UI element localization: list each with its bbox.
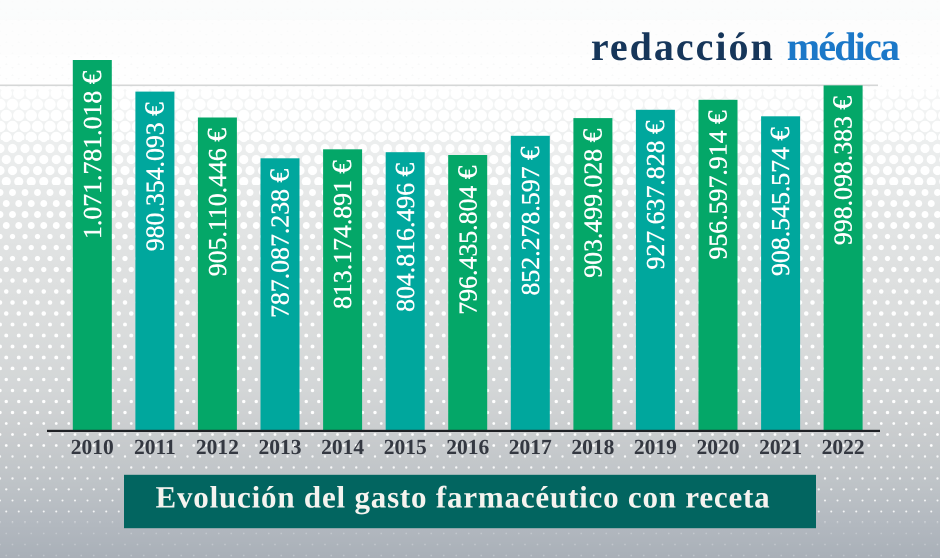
svg-text:Evolución del gasto farmacéuti: Evolución del gasto farmacéutico con rec… [156,480,771,515]
svg-text:998.098.383 €: 998.098.383 € [827,96,858,245]
svg-text:2011: 2011 [134,435,176,459]
svg-text:796.435.804 €: 796.435.804 € [451,165,482,314]
svg-text:redacción médica: redacción médica [591,24,900,69]
svg-text:2021: 2021 [759,435,802,459]
svg-text:908.545.574 €: 908.545.574 € [764,127,795,276]
svg-text:2022: 2022 [822,435,865,459]
svg-text:2019: 2019 [634,435,677,459]
svg-text:787.087.238 €: 787.087.238 € [264,169,295,318]
svg-text:2015: 2015 [384,435,427,459]
svg-text:2018: 2018 [571,435,614,459]
svg-text:927.637.828 €: 927.637.828 € [639,120,670,269]
svg-text:2017: 2017 [509,435,552,459]
svg-text:2012: 2012 [196,435,239,459]
svg-text:2013: 2013 [259,435,302,459]
svg-text:2014: 2014 [321,435,364,459]
svg-text:852.278.597 €: 852.278.597 € [514,146,545,295]
svg-text:804.816.496 €: 804.816.496 € [389,162,420,311]
svg-text:2020: 2020 [697,435,740,459]
svg-text:905.110.446 €: 905.110.446 € [201,128,232,276]
svg-text:1.071.781.018 €: 1.071.781.018 € [76,70,107,239]
svg-text:2010: 2010 [71,435,114,459]
svg-text:813.174.891 €: 813.174.891 € [326,160,357,309]
svg-text:980.354.093 €: 980.354.093 € [139,102,170,251]
svg-text:2016: 2016 [446,435,489,459]
svg-text:956.597.914 €: 956.597.914 € [702,110,733,259]
svg-text:903.499.028 €: 903.499.028 € [577,128,608,277]
